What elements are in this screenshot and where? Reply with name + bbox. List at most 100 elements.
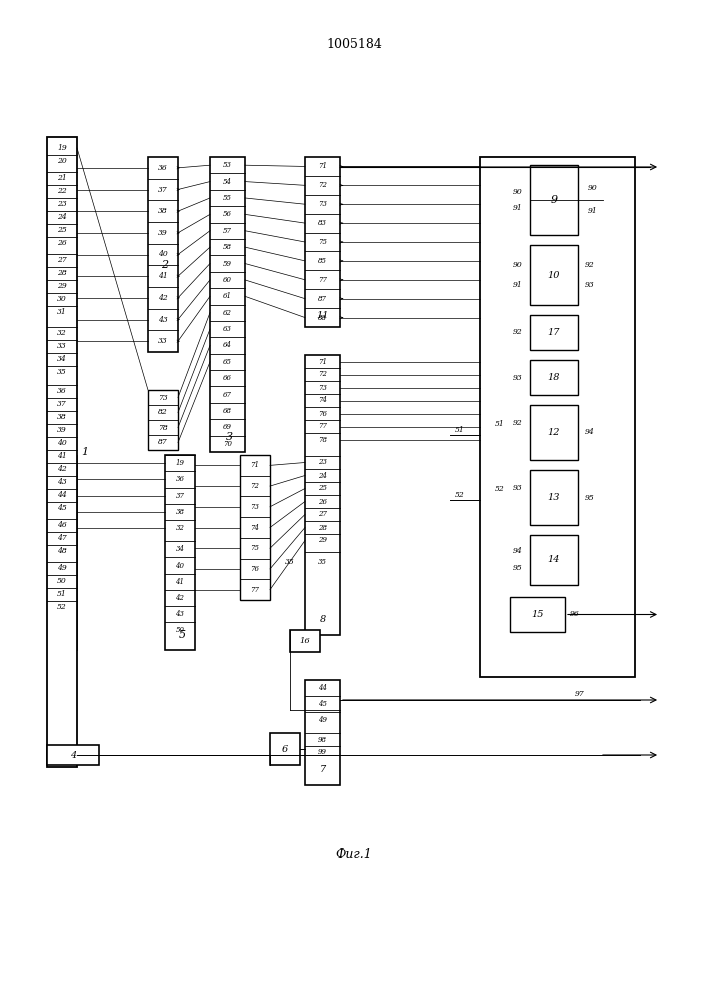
- Bar: [305, 157, 340, 327]
- Text: 31: 31: [57, 308, 67, 316]
- Text: 52: 52: [57, 603, 67, 611]
- Text: 42: 42: [158, 294, 168, 302]
- Text: 68: 68: [223, 407, 232, 415]
- Text: 33: 33: [158, 337, 168, 345]
- Bar: [530, 245, 578, 305]
- Text: 39: 39: [57, 426, 67, 434]
- Text: 76: 76: [250, 565, 259, 573]
- Text: 69: 69: [223, 423, 232, 431]
- Bar: [47, 137, 77, 767]
- Text: 71: 71: [318, 162, 327, 170]
- Text: 37: 37: [57, 400, 67, 408]
- Text: 21: 21: [57, 174, 67, 182]
- Text: 52: 52: [455, 491, 465, 499]
- Bar: [148, 157, 178, 352]
- Text: 73: 73: [158, 393, 168, 401]
- Text: 39: 39: [158, 229, 168, 237]
- Text: 99: 99: [318, 748, 327, 756]
- Text: 38: 38: [158, 207, 168, 215]
- Text: 97: 97: [575, 690, 585, 698]
- Text: 94: 94: [585, 428, 595, 436]
- Text: 25: 25: [57, 226, 67, 234]
- Text: 35: 35: [285, 558, 295, 566]
- Text: 13: 13: [548, 493, 560, 502]
- Text: 38: 38: [57, 413, 67, 421]
- Bar: [305, 680, 340, 785]
- Text: 96: 96: [570, 610, 580, 618]
- Text: 11: 11: [316, 310, 329, 320]
- Text: 40: 40: [175, 562, 185, 570]
- Text: 90: 90: [513, 188, 523, 196]
- Text: 74: 74: [250, 524, 259, 532]
- Text: 1: 1: [81, 447, 88, 457]
- Text: 10: 10: [548, 270, 560, 279]
- Text: 72: 72: [250, 482, 259, 490]
- Text: 71: 71: [250, 461, 259, 469]
- Text: 87: 87: [158, 438, 168, 446]
- Text: 35: 35: [318, 558, 327, 566]
- Text: 20: 20: [57, 157, 67, 165]
- Bar: [305, 355, 340, 635]
- Text: 83: 83: [318, 219, 327, 227]
- Text: 94: 94: [513, 547, 523, 555]
- Text: 27: 27: [57, 256, 67, 264]
- Text: 44: 44: [318, 684, 327, 692]
- Bar: [270, 733, 300, 765]
- Text: 72: 72: [318, 370, 327, 378]
- Text: 19: 19: [57, 144, 67, 152]
- Text: 92: 92: [585, 261, 595, 269]
- Text: 95: 95: [513, 564, 523, 572]
- Text: 34: 34: [175, 545, 185, 553]
- Text: 61: 61: [223, 292, 232, 300]
- Text: 8: 8: [320, 615, 326, 624]
- Text: 52: 52: [495, 485, 505, 493]
- Text: 82: 82: [158, 408, 168, 416]
- Text: 73: 73: [250, 503, 259, 511]
- Text: 19: 19: [175, 459, 185, 467]
- Text: 92: 92: [513, 419, 523, 427]
- Text: 41: 41: [57, 452, 67, 460]
- Text: 46: 46: [57, 521, 67, 529]
- Text: 33: 33: [57, 342, 67, 350]
- Text: 26: 26: [57, 239, 67, 247]
- Text: 60: 60: [223, 276, 232, 284]
- Text: 93: 93: [585, 281, 595, 289]
- Text: 38: 38: [175, 508, 185, 516]
- Text: 30: 30: [57, 295, 67, 303]
- Text: 78: 78: [158, 424, 168, 432]
- Bar: [530, 360, 578, 395]
- Text: 40: 40: [57, 439, 67, 447]
- Text: 77: 77: [318, 422, 327, 430]
- Text: 95: 95: [585, 493, 595, 502]
- Text: 67: 67: [223, 391, 232, 399]
- Text: 32: 32: [57, 329, 67, 337]
- Text: 98: 98: [318, 736, 327, 744]
- Text: 55: 55: [223, 194, 232, 202]
- Text: 37: 37: [175, 492, 185, 500]
- Text: 72: 72: [318, 181, 327, 189]
- Bar: [290, 630, 320, 652]
- Bar: [148, 390, 178, 450]
- Text: 90: 90: [513, 261, 523, 269]
- Text: 44: 44: [57, 491, 67, 499]
- Text: 56: 56: [223, 210, 232, 218]
- Text: 32: 32: [175, 524, 185, 532]
- Text: 53: 53: [223, 161, 232, 169]
- Text: 45: 45: [318, 700, 327, 708]
- Text: 28: 28: [57, 269, 67, 277]
- Text: 70: 70: [223, 440, 232, 448]
- Text: 64: 64: [223, 341, 232, 349]
- Text: 36: 36: [57, 387, 67, 395]
- Bar: [240, 455, 270, 600]
- Text: 91: 91: [588, 207, 598, 215]
- Text: 92: 92: [513, 328, 523, 336]
- Bar: [530, 405, 578, 460]
- Text: 9: 9: [551, 195, 558, 205]
- Text: 1005184: 1005184: [326, 38, 382, 51]
- Text: 91: 91: [513, 281, 523, 289]
- Text: 28: 28: [318, 524, 327, 532]
- Bar: [47, 745, 99, 765]
- Text: 48: 48: [57, 547, 67, 555]
- Text: 17: 17: [548, 328, 560, 337]
- Text: 76: 76: [318, 410, 327, 418]
